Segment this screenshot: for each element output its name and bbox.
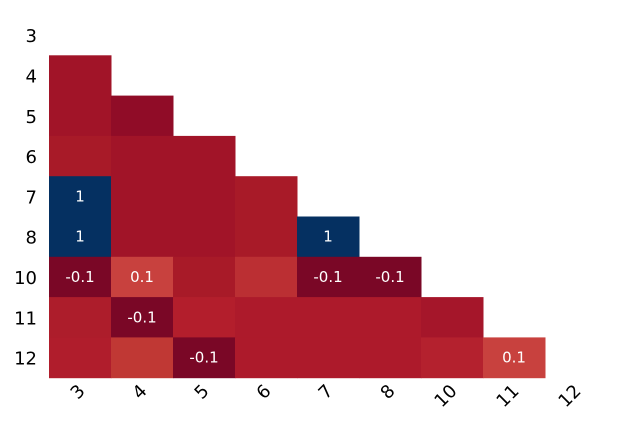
heatmap-cell-12-4 xyxy=(111,337,174,379)
cell-value-label-12-11: 0.1 xyxy=(502,349,526,367)
y-tick-label: 7 xyxy=(26,187,37,208)
cell-value-label-8-7: 1 xyxy=(323,228,333,246)
heatmap-cells xyxy=(49,55,546,379)
x-tick-label: 11 xyxy=(492,381,523,412)
heatmap-cell-6-3 xyxy=(49,135,112,177)
heatmap-cell-10-4 xyxy=(111,256,174,298)
heatmap-cell-7-3 xyxy=(49,176,112,217)
heatmap-cell-10-7 xyxy=(297,256,360,298)
heatmap-cell-12-7 xyxy=(297,337,360,379)
x-axis-tick-labels: 3 4 5 6 7 8 10 11 12 xyxy=(67,381,586,412)
cell-value-label-10-4: 0.1 xyxy=(130,268,154,286)
x-tick-label: 3 xyxy=(67,381,90,404)
x-tick-label: 8 xyxy=(377,381,400,404)
heatmap-cell-4-3 xyxy=(49,55,112,97)
heatmap-cell-5-3 xyxy=(49,95,112,137)
x-tick-label: 7 xyxy=(315,381,338,404)
y-tick-label: 4 xyxy=(26,66,37,87)
heatmap-cell-11-7 xyxy=(297,297,360,338)
x-tick-label: 4 xyxy=(129,381,152,404)
heatmap-cell-6-5 xyxy=(173,135,236,177)
heatmap-cell-labels: 1 1 1 -0.1 0.1 -0.1 -0.1 -0.1 -0.1 0.1 xyxy=(65,187,526,366)
heatmap-cell-12-11 xyxy=(483,337,546,379)
heatmap-cell-8-7 xyxy=(297,216,360,258)
x-tick-label: 12 xyxy=(554,381,585,412)
y-tick-label: 8 xyxy=(26,228,37,249)
heatmap-cell-12-8 xyxy=(359,337,422,379)
y-tick-label: 11 xyxy=(14,308,37,329)
y-tick-label: 6 xyxy=(26,147,37,168)
heatmap-cell-12-10 xyxy=(421,337,484,379)
y-axis-tick-labels: 3 4 5 6 7 8 10 11 12 xyxy=(14,26,37,369)
heatmap-cell-10-5 xyxy=(173,256,236,298)
cell-value-label-10-8: -0.1 xyxy=(375,268,404,286)
heatmap-cell-10-3 xyxy=(49,256,112,298)
heatmap-cell-7-6 xyxy=(235,176,298,217)
x-tick-label: 5 xyxy=(191,381,214,404)
heatmap-cell-10-8 xyxy=(359,256,422,298)
heatmap-cell-6-4 xyxy=(111,135,174,177)
heatmap-cell-11-4 xyxy=(111,297,174,338)
cell-value-label-11-4: -0.1 xyxy=(127,308,156,326)
heatmap-cell-11-3 xyxy=(49,297,112,338)
heatmap-cell-8-4 xyxy=(111,216,174,258)
heatmap-cell-7-5 xyxy=(173,176,236,217)
y-tick-label: 5 xyxy=(26,107,37,128)
y-tick-label: 12 xyxy=(14,349,37,370)
cell-value-label-12-5: -0.1 xyxy=(189,349,218,367)
heatmap-cell-5-4 xyxy=(111,95,174,137)
heatmap-cell-10-6 xyxy=(235,256,298,298)
heatmap-cell-8-5 xyxy=(173,216,236,258)
x-tick-label: 6 xyxy=(253,381,276,404)
cell-value-label-10-7: -0.1 xyxy=(313,268,342,286)
x-tick-label: 10 xyxy=(430,381,461,412)
y-tick-label: 10 xyxy=(14,268,37,289)
heatmap-cell-11-10 xyxy=(421,297,484,338)
heatmap-cell-7-4 xyxy=(111,176,174,217)
cell-value-label-10-3: -0.1 xyxy=(65,268,94,286)
heatmap-cell-11-6 xyxy=(235,297,298,338)
heatmap-cell-8-6 xyxy=(235,216,298,258)
cell-value-label-8-3: 1 xyxy=(75,228,85,246)
heatmap-cell-12-5 xyxy=(173,337,236,379)
heatmap-cell-12-3 xyxy=(49,337,112,379)
heatmap-cell-12-6 xyxy=(235,337,298,379)
heatmap-cell-11-8 xyxy=(359,297,422,338)
cell-value-label-7-3: 1 xyxy=(75,187,85,205)
y-tick-label: 3 xyxy=(26,26,37,47)
heatmap-cell-11-5 xyxy=(173,297,236,338)
heatmap-cell-8-3 xyxy=(49,216,112,258)
